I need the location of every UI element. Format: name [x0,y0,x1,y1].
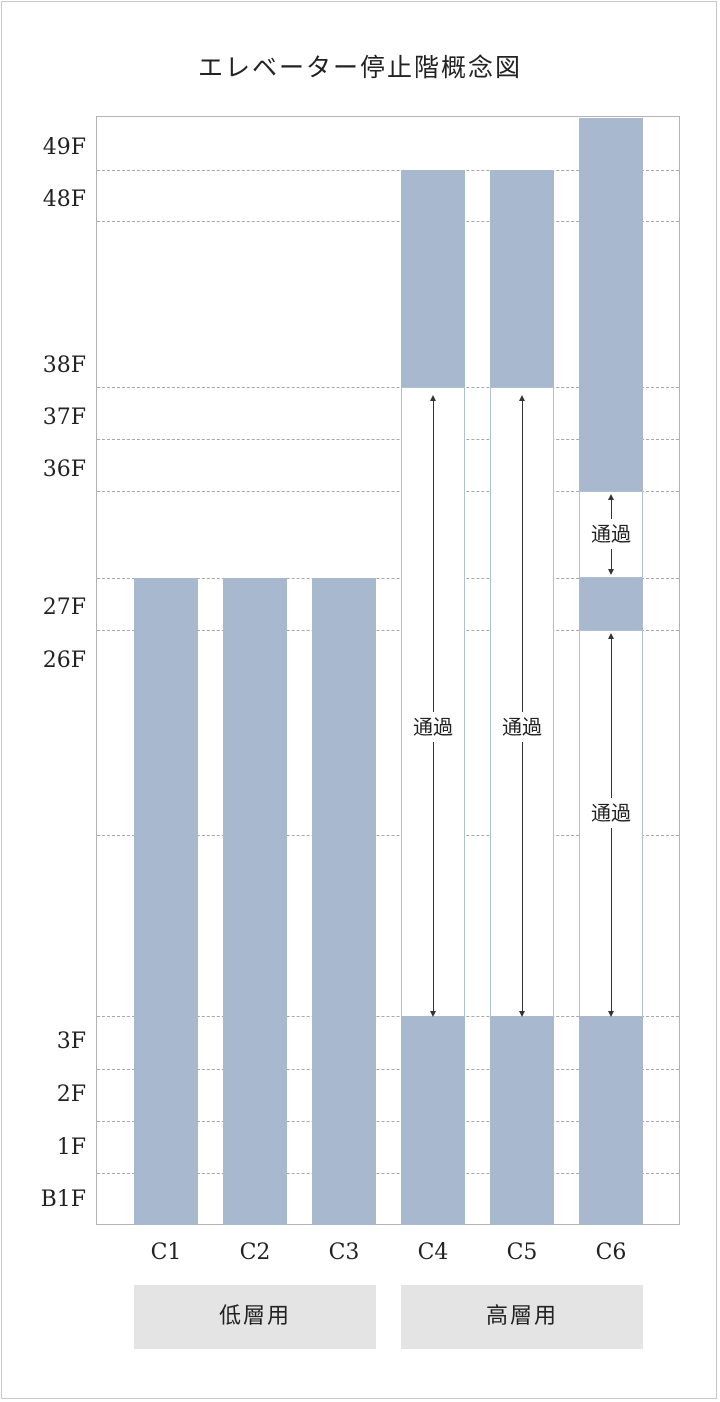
column-label-c4: C4 [417,1240,449,1265]
grid-line-2f [97,1121,679,1122]
floor-label-38f: 38F [42,353,86,378]
shaft-c1-stops [134,578,198,1225]
plot-area [96,116,680,1225]
grid-line-37f [97,439,679,440]
group-low-rise: 低層用 [134,1285,376,1349]
column-label-c6: C6 [595,1240,627,1265]
column-label-c1: C1 [150,1240,182,1265]
arrow-up-icon [608,633,614,639]
grid-line-27f [97,630,679,631]
arrow-down-icon [608,569,614,575]
grid-line-49f [97,170,679,171]
pass-label-c4: 通過 [403,712,463,742]
floor-label-3f: 3F [56,1029,86,1054]
grid-line-48f [97,221,679,222]
shaft-c4-lower-stops [401,1016,465,1225]
arrow-up-icon [608,494,614,500]
floor-label-2f: 2F [56,1082,86,1107]
pass-label-c5: 通過 [492,712,552,742]
grid-line-36f [97,491,679,492]
grid-line-4f [97,1016,679,1017]
column-label-c2: C2 [239,1240,271,1265]
grid-line-1f [97,1173,679,1174]
arrow-down-icon [430,1011,436,1017]
shaft-c6-lower-stops [579,1016,643,1225]
arrow-down-icon [608,1011,614,1017]
group-high-rise: 高層用 [401,1285,643,1349]
floor-label-49f: 49F [42,135,86,160]
floor-label-26f: 26F [42,648,86,673]
diagram-title: エレベーター停止階概念図 [197,53,522,82]
grid-line-38f [97,387,679,388]
grid-line-mid [97,835,679,836]
grid-line-28f [97,578,679,579]
grid-line-3f [97,1069,679,1070]
arrow-c5 [522,400,523,1011]
arrow-c4 [433,400,434,1011]
shaft-c5-lower-stops [490,1016,554,1225]
shaft-c3-stops [312,578,376,1225]
pass-label-c6-upper: 通過 [581,519,641,549]
column-label-c5: C5 [506,1240,538,1265]
floor-label-36f: 36F [42,457,86,482]
shaft-c6-27f-stop [579,578,643,630]
floor-label-b1f: B1F [40,1187,86,1212]
arrow-down-icon [519,1011,525,1017]
floor-label-27f: 27F [42,595,86,620]
shaft-c4-upper-stops [401,170,465,387]
floor-label-1f: 1F [56,1135,86,1160]
shaft-c5-upper-stops [490,170,554,387]
shaft-c6-upper-stops [579,118,643,491]
arrow-up-icon [519,395,525,401]
column-label-c3: C3 [328,1240,360,1265]
floor-label-48f: 48F [42,187,86,212]
floor-label-37f: 37F [42,405,86,430]
arrow-up-icon [430,395,436,401]
pass-label-c6-lower: 通過 [581,798,641,828]
shaft-c2-stops [223,578,287,1225]
